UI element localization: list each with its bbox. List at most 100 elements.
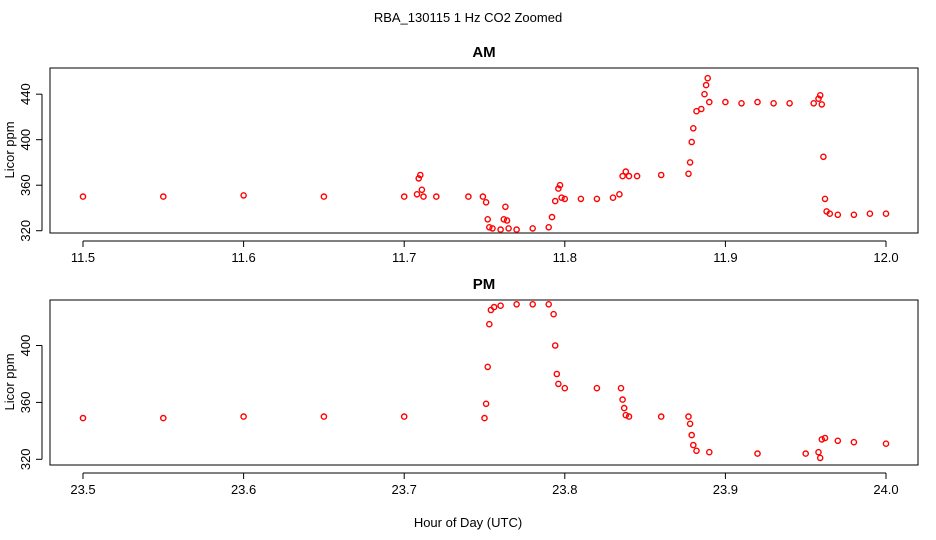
data-point [485, 320, 493, 328]
data-point [418, 186, 426, 194]
points-pm [79, 300, 890, 462]
y-tick-label: 360 [18, 392, 33, 414]
x-tick-label: 11.8 [553, 250, 577, 265]
data-point [320, 413, 328, 420]
panel-title-am: AM [472, 44, 495, 61]
data-point [622, 411, 630, 419]
data-point [593, 195, 601, 203]
x-tick-label: 23.8 [552, 482, 577, 497]
panel-am: AM 11.5 11.6 11.7 11.8 11.9 12.0 320 360 400 440… [2, 44, 919, 265]
data-point [834, 437, 842, 445]
data-point [556, 181, 564, 189]
data-point [481, 414, 488, 422]
data-point [690, 125, 697, 132]
data-point [657, 171, 665, 179]
data-point [432, 193, 440, 200]
data-point [686, 159, 694, 166]
data-point [850, 211, 858, 219]
plot-frame-am [49, 67, 919, 234]
x-tick-label: 11.6 [231, 250, 255, 265]
data-point [400, 193, 408, 200]
data-point [816, 454, 824, 462]
x-axis-pm: 23.5 23.6 23.7 23.8 23.9 24.0 [70, 472, 899, 497]
data-point [738, 100, 745, 107]
figure-title: RBA_130115 1 Hz CO2 Zoomed [374, 10, 562, 25]
data-point [826, 210, 834, 217]
data-point [513, 226, 520, 233]
data-point [482, 400, 490, 408]
data-point [240, 413, 247, 420]
data-point [500, 215, 508, 223]
data-point [485, 223, 493, 231]
y-axis-label-am: Licor ppm [2, 121, 17, 178]
y-tick-label: 320 [18, 220, 33, 242]
data-point [754, 98, 761, 106]
data-point [754, 450, 761, 457]
data-point [850, 438, 858, 446]
data-point [561, 384, 569, 392]
data-point [497, 302, 504, 310]
data-point [561, 195, 569, 203]
data-point [159, 414, 167, 422]
x-axis-label: Hour of Day (UTC) [414, 515, 522, 530]
y-tick-label: 400 [18, 129, 33, 151]
data-point [505, 225, 512, 232]
data-point [413, 190, 421, 198]
data-point [479, 193, 487, 200]
data-point [159, 193, 167, 200]
data-point [577, 195, 585, 203]
data-point [834, 211, 842, 219]
x-tick-label: 23.7 [392, 482, 417, 497]
data-point [529, 225, 537, 232]
x-tick-label: 23.5 [70, 482, 95, 497]
data-point [625, 172, 633, 180]
data-point [706, 448, 713, 456]
panel-title-pm: PM [473, 276, 496, 293]
y-tick-label: 360 [18, 174, 33, 196]
data-point [502, 203, 509, 211]
data-point [882, 210, 890, 217]
data-point [558, 194, 565, 201]
data-point [545, 223, 553, 231]
x-tick-label: 24.0 [873, 482, 898, 497]
data-point [555, 185, 562, 192]
data-point [400, 413, 408, 420]
data-point [815, 448, 822, 456]
data-point [818, 436, 826, 443]
data-point [818, 101, 826, 108]
data-point [685, 413, 692, 420]
y-tick-label: 400 [18, 335, 33, 357]
data-point [690, 441, 697, 449]
data-point [693, 447, 700, 455]
data-point [503, 217, 511, 224]
x-axis-am: 11.5 11.6 11.7 11.8 11.9 12.0 [71, 240, 899, 265]
data-point [553, 370, 561, 378]
data-point [706, 98, 713, 106]
y-axis-am: 320 360 400 440 [18, 83, 43, 242]
data-point [866, 210, 874, 217]
data-point [415, 175, 423, 182]
panel-pm: PM 23.5 23.6 23.7 23.8 23.9 24.0 320 360 400 Li… [2, 276, 919, 497]
data-point [79, 414, 87, 422]
data-point [79, 193, 87, 200]
y-axis-pm: 320 360 400 [18, 335, 43, 470]
x-tick-label: 23.9 [713, 482, 738, 497]
data-point [609, 194, 617, 201]
data-point [820, 153, 827, 161]
y-tick-label: 440 [18, 83, 33, 105]
data-point [619, 172, 626, 180]
data-point [420, 193, 427, 200]
data-point [484, 363, 492, 371]
data-point [497, 226, 504, 233]
x-tick-label: 23.6 [231, 482, 256, 497]
data-point [633, 172, 641, 180]
data-point [593, 384, 601, 392]
data-point [882, 440, 890, 448]
data-point [701, 90, 708, 98]
data-point [722, 98, 729, 106]
data-point [704, 74, 712, 82]
data-point [786, 100, 793, 107]
data-point [685, 170, 692, 178]
data-point [551, 197, 559, 205]
